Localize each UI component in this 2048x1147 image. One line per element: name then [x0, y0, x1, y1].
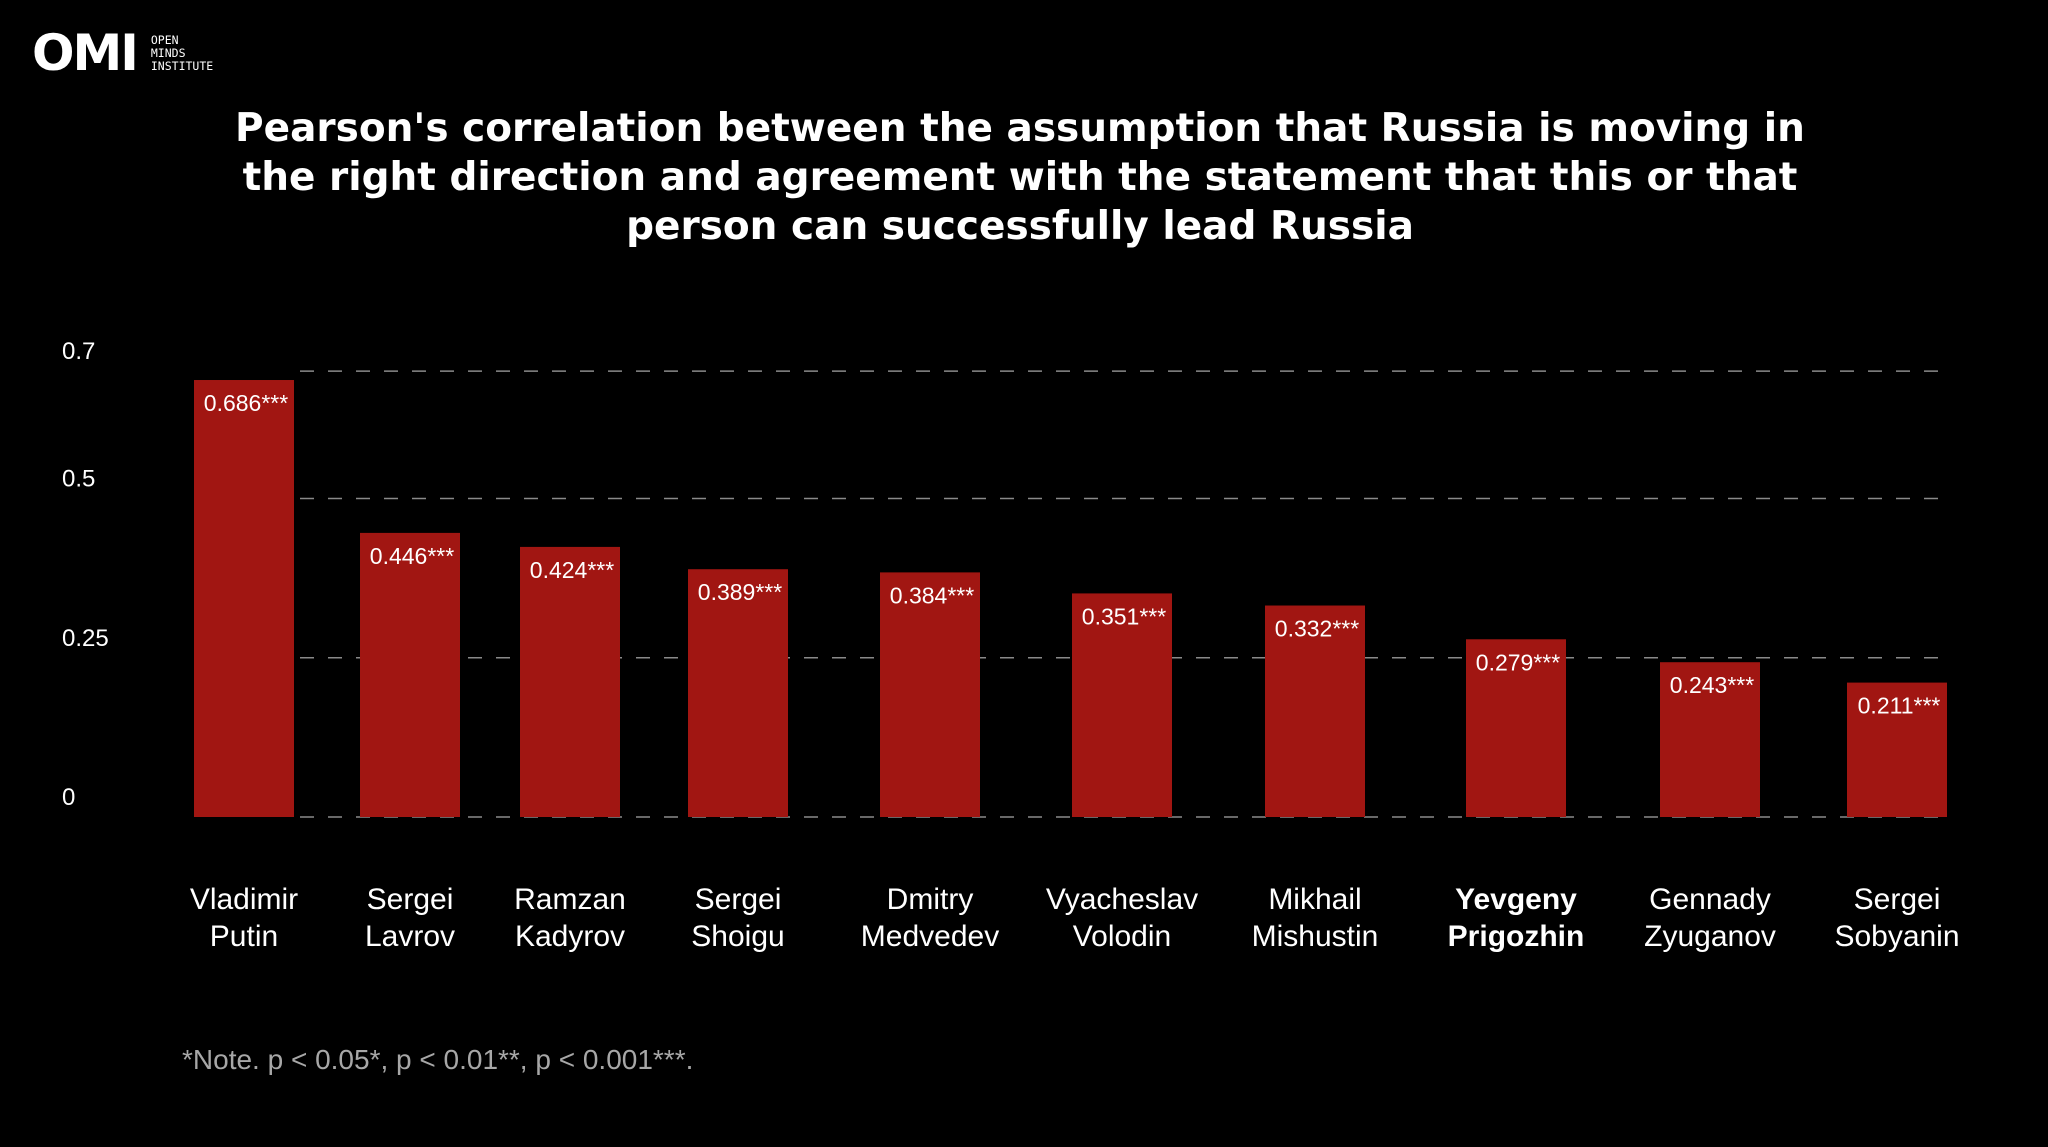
category-label: Sergei: [1854, 883, 1941, 916]
bar-value-label: 0.211***: [1858, 693, 1941, 719]
significance-note: *Note. p < 0.05*, p < 0.01**, p < 0.001*…: [182, 1044, 694, 1075]
category-label: Putin: [210, 920, 278, 953]
bar: [1072, 593, 1172, 817]
bar: [1660, 662, 1760, 817]
category-label: Ramzan: [514, 883, 626, 916]
chart-title: Pearson's correlation between the assump…: [235, 106, 1805, 249]
category-label: Sobyanin: [1834, 920, 1959, 953]
category-label: Volodin: [1073, 920, 1171, 953]
bar: [1265, 605, 1365, 817]
category-label: Shoigu: [691, 920, 784, 953]
category-label: Gennady: [1649, 883, 1771, 916]
bar: [880, 572, 980, 817]
category-label: Zyuganov: [1644, 920, 1776, 953]
bar-value-label: 0.351***: [1082, 603, 1166, 629]
category-label: Prigozhin: [1448, 920, 1585, 953]
omi-logo-mark: OMI: [32, 24, 139, 82]
bar: [520, 546, 620, 817]
category-label: Dmitry: [887, 883, 974, 916]
category-label: Mikhail: [1268, 883, 1361, 916]
bar: [688, 569, 788, 817]
bar-value-label: 0.686***: [204, 390, 288, 416]
category-label: Sergei: [695, 883, 782, 916]
bar-value-label: 0.424***: [530, 557, 614, 583]
category-label: Kadyrov: [515, 920, 625, 953]
bar: [194, 380, 294, 817]
category-label: Mishustin: [1252, 920, 1379, 953]
bar-value-label: 0.332***: [1275, 616, 1359, 642]
bar-value-label: 0.446***: [370, 543, 454, 569]
bar: [1466, 639, 1566, 817]
category-label: Medvedev: [861, 920, 999, 953]
y-tick-label: 0.7: [62, 338, 95, 365]
omi-logo: OMI OPEN MINDS INSTITUTE: [32, 28, 213, 78]
bar: [360, 532, 460, 817]
omi-logo-subtext: OPEN MINDS INSTITUTE: [150, 32, 214, 73]
bar-value-label: 0.243***: [1670, 672, 1754, 698]
category-label: Lavrov: [365, 920, 455, 953]
y-tick-label: 0.25: [62, 625, 109, 652]
category-label: Vladimir: [190, 883, 298, 916]
bar-value-label: 0.389***: [698, 579, 782, 605]
y-tick-label: 0.5: [62, 466, 95, 493]
bar: [1847, 682, 1947, 817]
bar-chart: 0 0.25 0.5 0.7 0.686*** Vladimir Putin 0.446***…: [62, 338, 1960, 953]
category-label: Sergei: [367, 883, 454, 916]
y-tick-label: 0: [62, 784, 75, 811]
bar-value-label: 0.384***: [890, 582, 974, 608]
bar-value-label: 0.279***: [1476, 649, 1560, 675]
category-label: Yevgeny: [1455, 883, 1577, 916]
category-label: Vyacheslav: [1046, 883, 1198, 916]
